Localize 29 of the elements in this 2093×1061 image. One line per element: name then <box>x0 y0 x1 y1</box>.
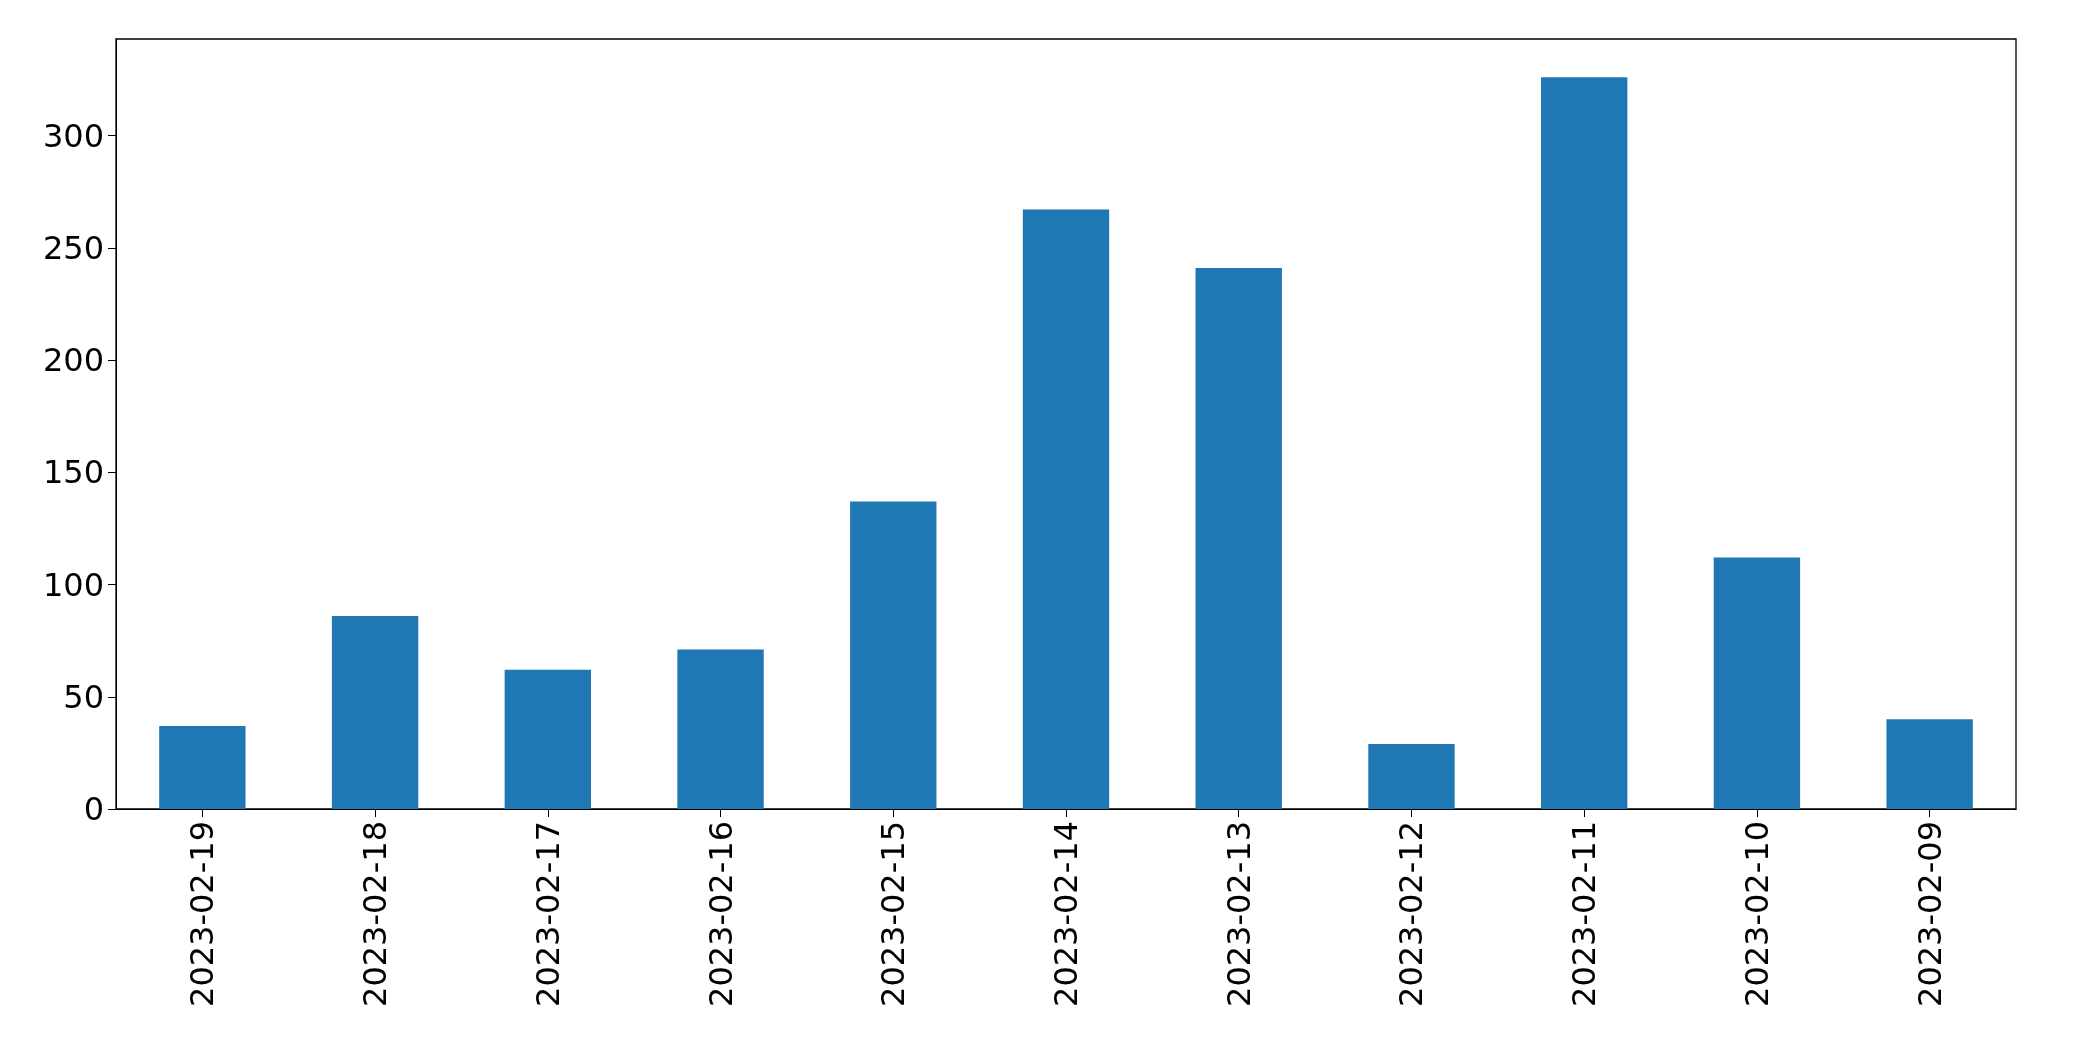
bar <box>1886 719 1973 809</box>
x-tick-label: 2023-02-13 <box>1219 821 1258 1007</box>
x-tick-label: 2023-02-15 <box>874 821 913 1007</box>
bar <box>1713 557 1801 809</box>
y-tick-label: 250 <box>42 228 104 267</box>
x-tick-label: 2023-02-16 <box>701 821 740 1007</box>
y-tick-label: 50 <box>63 677 104 716</box>
bar <box>1022 209 1110 809</box>
y-tick-label: 150 <box>42 453 104 492</box>
y-tick-label: 0 <box>83 790 104 828</box>
bar <box>1195 267 1282 809</box>
x-tick-label: 2023-02-09 <box>1910 821 1949 1007</box>
y-tick-label: 200 <box>42 341 104 380</box>
y-tick-label: 100 <box>42 565 104 604</box>
bar <box>1541 77 1628 809</box>
y-tick-label: 300 <box>42 116 104 155</box>
bar <box>1368 743 1455 809</box>
x-tick-label: 2023-02-11 <box>1565 821 1604 1007</box>
bar <box>850 501 937 809</box>
bar <box>331 615 419 809</box>
x-tick-label: 2023-02-18 <box>356 821 395 1007</box>
x-tick-label: 2023-02-14 <box>1047 821 1085 1007</box>
x-tick-label: 2023-02-17 <box>528 821 567 1007</box>
x-tick-label: 2023-02-10 <box>1737 821 1776 1007</box>
x-tick-label: 2023-02-19 <box>183 821 222 1007</box>
bar <box>504 669 591 809</box>
bar <box>677 649 764 809</box>
x-tick-label: 2023-02-12 <box>1392 821 1431 1007</box>
bar <box>159 725 246 809</box>
